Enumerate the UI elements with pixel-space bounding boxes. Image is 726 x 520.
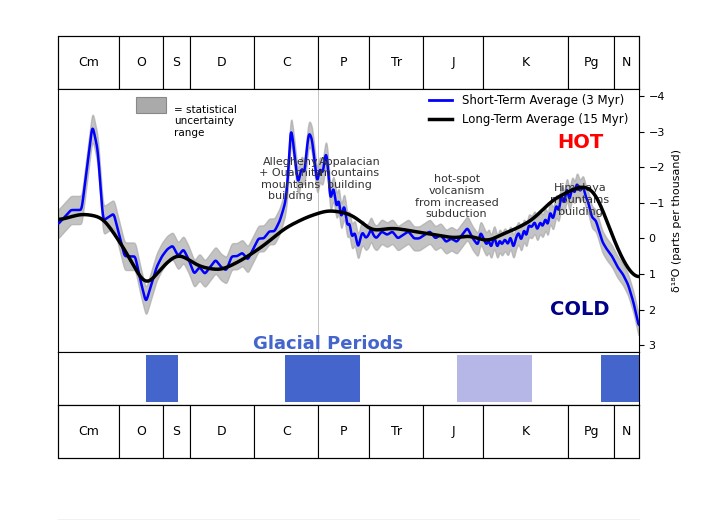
FancyBboxPatch shape (136, 97, 166, 113)
Text: Cm: Cm (78, 56, 99, 69)
Y-axis label: δ¹⁸O (parts per thousand): δ¹⁸O (parts per thousand) (672, 149, 682, 292)
Text: K: K (522, 56, 530, 69)
Bar (369, 405, 423, 458)
Bar (285, 355, 360, 402)
Bar (254, 36, 319, 89)
Text: = statistical
uncertainty
range: = statistical uncertainty range (174, 105, 237, 138)
Text: Cm: Cm (78, 425, 99, 438)
Text: Himalaya
mountains
building: Himalaya mountains building (550, 184, 610, 216)
Bar (163, 36, 190, 89)
Text: J: J (452, 425, 455, 438)
Bar (163, 405, 190, 458)
Text: Tr: Tr (391, 425, 401, 438)
Text: S: S (173, 56, 181, 69)
Bar (614, 36, 639, 89)
Text: J: J (452, 56, 455, 69)
Bar (146, 355, 178, 402)
Text: D: D (217, 56, 227, 69)
Bar (568, 36, 614, 89)
Bar (319, 405, 369, 458)
Bar (190, 405, 254, 458)
Text: O: O (136, 56, 146, 69)
Text: Pg: Pg (584, 56, 599, 69)
Bar (423, 405, 484, 458)
Bar (58, 36, 119, 89)
Bar (423, 36, 484, 89)
Text: P: P (340, 56, 348, 69)
Legend: Short-Term Average (3 Myr), Long-Term Average (15 Myr): Short-Term Average (3 Myr), Long-Term Av… (424, 89, 633, 131)
Text: hot-spot
volcanism
from increased
subduction: hot-spot volcanism from increased subduc… (415, 174, 499, 219)
Text: K: K (522, 425, 530, 438)
Bar (484, 36, 568, 89)
Bar (319, 36, 369, 89)
Text: Allegheny
+ Ouachita
mountains
building: Allegheny + Ouachita mountains building (259, 157, 322, 201)
Text: N: N (622, 56, 631, 69)
Text: Tr: Tr (391, 56, 401, 69)
Bar (484, 405, 568, 458)
Text: D: D (217, 425, 227, 438)
Text: N: N (622, 425, 631, 438)
Bar (568, 405, 614, 458)
Bar (58, 405, 119, 458)
Text: C: C (282, 56, 290, 69)
Text: HOT: HOT (557, 133, 603, 152)
Bar (190, 36, 254, 89)
Bar (614, 405, 639, 458)
Bar (369, 36, 423, 89)
Text: C: C (282, 425, 290, 438)
Bar (457, 355, 531, 402)
Text: O: O (136, 425, 146, 438)
Text: Pg: Pg (584, 425, 599, 438)
Text: COLD: COLD (550, 300, 610, 319)
Text: Appalacian
mountains
building: Appalacian mountains building (319, 157, 380, 190)
Bar (119, 405, 163, 458)
Bar (601, 355, 639, 402)
Bar (254, 405, 319, 458)
Bar (119, 36, 163, 89)
Text: Glacial Periods: Glacial Periods (253, 335, 403, 354)
Text: P: P (340, 425, 348, 438)
Text: S: S (173, 425, 181, 438)
